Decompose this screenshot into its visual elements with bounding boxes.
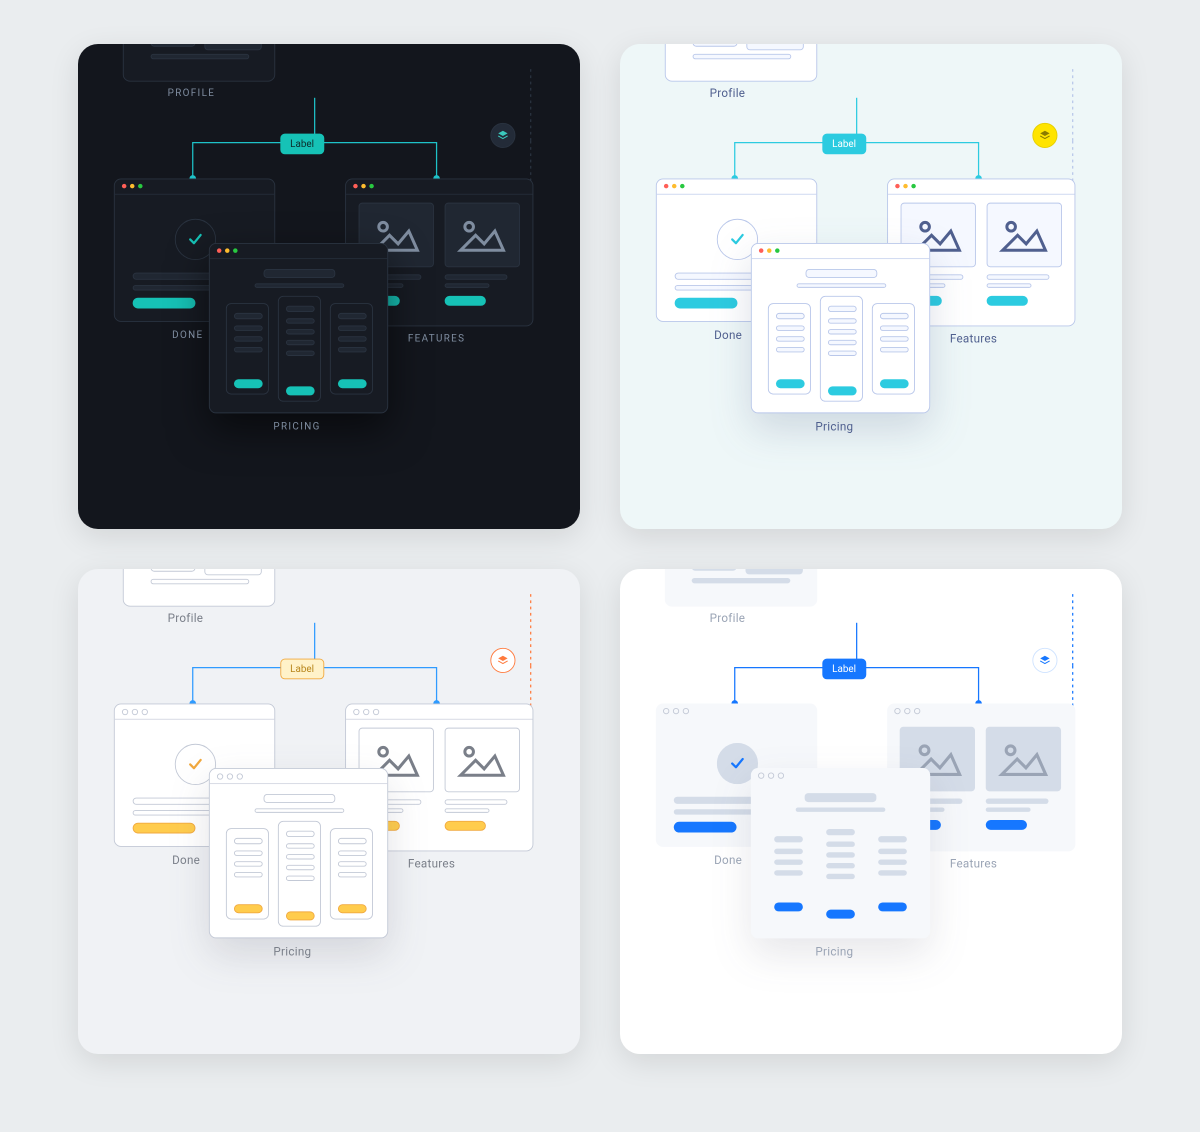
caption-profile: Profile <box>168 612 204 625</box>
label-tag: Label <box>822 659 866 680</box>
pricing-window <box>209 243 388 413</box>
caption-features: Features <box>950 333 997 346</box>
pricing-window <box>751 768 930 938</box>
profile-window <box>123 44 275 82</box>
layers-icon <box>1032 648 1057 673</box>
layers-icon <box>1032 123 1057 148</box>
caption-profile: Profile <box>710 87 746 100</box>
caption-done: Done <box>172 854 200 867</box>
caption-pricing: Pricing <box>815 421 853 434</box>
theme-panel-flat-blue: Label Profile Done Features Pricing <box>620 569 1122 1054</box>
profile-window <box>123 569 275 607</box>
profile-window <box>665 44 817 82</box>
pricing-window <box>751 243 930 413</box>
caption-features: Features <box>950 858 997 871</box>
theme-panel-dark: Label PROFILE DONE FEATURES PRICING <box>78 44 580 529</box>
label-tag: Label <box>280 134 324 155</box>
theme-panel-light-blue: Label Profile Done Features Pricing <box>620 44 1122 529</box>
caption-profile: PROFILE <box>168 87 216 99</box>
caption-done: Done <box>714 854 742 867</box>
label-tag: Label <box>822 134 866 155</box>
layers-icon <box>490 648 515 673</box>
caption-features: Features <box>408 858 455 871</box>
caption-done: DONE <box>172 329 203 341</box>
caption-pricing: PRICING <box>273 421 320 433</box>
caption-pricing: Pricing <box>273 946 311 959</box>
caption-done: Done <box>714 329 742 342</box>
label-tag: Label <box>280 659 324 680</box>
caption-pricing: Pricing <box>815 946 853 959</box>
caption-profile: Profile <box>710 612 746 625</box>
theme-panel-warm: Label Profile Done Features Pricing <box>78 569 580 1054</box>
profile-window <box>665 569 817 607</box>
layers-icon <box>490 123 515 148</box>
pricing-window <box>209 768 388 938</box>
caption-features: FEATURES <box>408 333 465 345</box>
